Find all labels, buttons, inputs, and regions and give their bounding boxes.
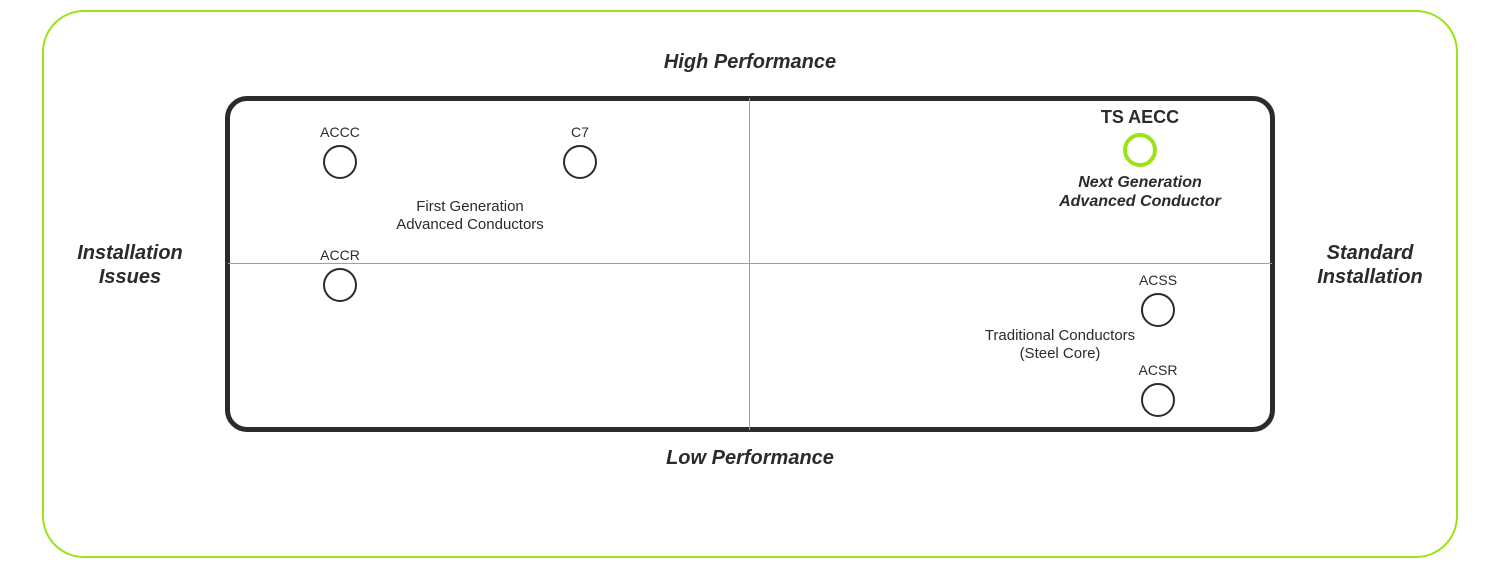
axis-label-left: Installation Issues — [77, 241, 183, 289]
point-label-accc: ACCC — [320, 124, 360, 141]
point-acss — [1141, 293, 1175, 327]
point-accc — [323, 145, 357, 179]
point-label-ts-aecc: TS AECC — [1101, 107, 1179, 129]
point-accr — [323, 268, 357, 302]
point-label-acsr: ACSR — [1139, 362, 1178, 379]
divider-vertical — [749, 98, 750, 430]
divider-horizontal — [228, 263, 1272, 264]
group-label-traditional: Traditional Conductors (Steel Core) — [985, 327, 1135, 363]
point-label-acss: ACSS — [1139, 272, 1177, 289]
point-ts-aecc — [1123, 133, 1157, 167]
point-label-c7: C7 — [571, 124, 589, 141]
axis-label-bottom: Low Performance — [666, 446, 834, 470]
point-acsr — [1141, 383, 1175, 417]
point-label-accr: ACCR — [320, 247, 360, 264]
group-label-next-gen: Next Generation Advanced Conductor — [1059, 173, 1221, 211]
axis-label-right: Standard Installation — [1317, 241, 1423, 289]
group-label-first-gen: First Generation Advanced Conductors — [396, 198, 544, 234]
point-c7 — [563, 145, 597, 179]
quadrant-chart: High Performance Low Performance Installat… — [0, 0, 1500, 568]
quadrant-frame — [225, 96, 1275, 432]
axis-label-top: High Performance — [664, 50, 836, 74]
